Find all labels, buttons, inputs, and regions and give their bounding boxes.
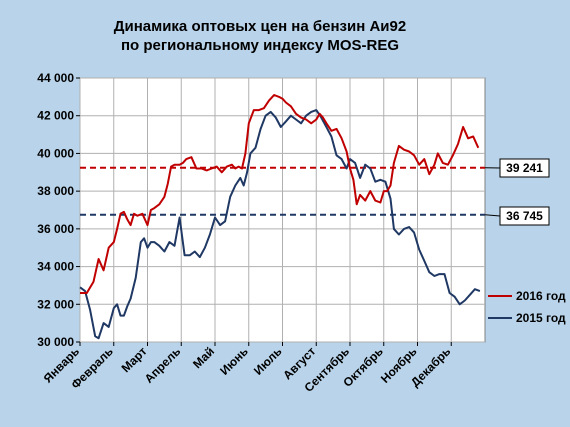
x-tick-label: Май	[190, 344, 217, 371]
y-tick-label: 36 000	[37, 222, 74, 236]
x-tick-label: Июнь	[217, 344, 251, 378]
x-tick-label: Март	[119, 344, 150, 375]
reference-label: 36 745	[506, 209, 543, 223]
y-tick-label: 30 000	[37, 335, 74, 349]
y-tick-label: 42 000	[37, 109, 74, 123]
legend-label: 2016 год	[516, 289, 566, 303]
series-line	[80, 94, 480, 294]
y-tick-label: 32 000	[37, 297, 74, 311]
y-tick-label: 44 000	[37, 71, 74, 85]
reference-label-box	[499, 206, 550, 226]
reference-lines: 39 241 36 745	[80, 158, 550, 226]
reference-label-box	[499, 158, 550, 178]
series-line	[79, 109, 481, 340]
series-lines	[79, 94, 481, 340]
x-tick-label: Апрель	[142, 344, 184, 386]
chart-title-line-2: по региональному индексу MOS-REG	[121, 37, 399, 54]
y-tick-label: 34 000	[37, 260, 74, 274]
y-axis-ticks: 30 000 32 000 34 000 36 000 38 000 40 000 42 0…	[37, 71, 80, 349]
legend-label: 2015 год	[516, 311, 566, 325]
y-tick-label: 38 000	[37, 184, 74, 198]
chart-title-line-1: Динамика оптовых цен на бензин Аи92	[114, 18, 406, 35]
y-tick-label: 40 000	[37, 146, 74, 160]
legend: 2016 год 2015 год	[488, 289, 566, 325]
reference-label: 39 241	[506, 161, 543, 175]
reference-connector	[484, 214, 501, 217]
